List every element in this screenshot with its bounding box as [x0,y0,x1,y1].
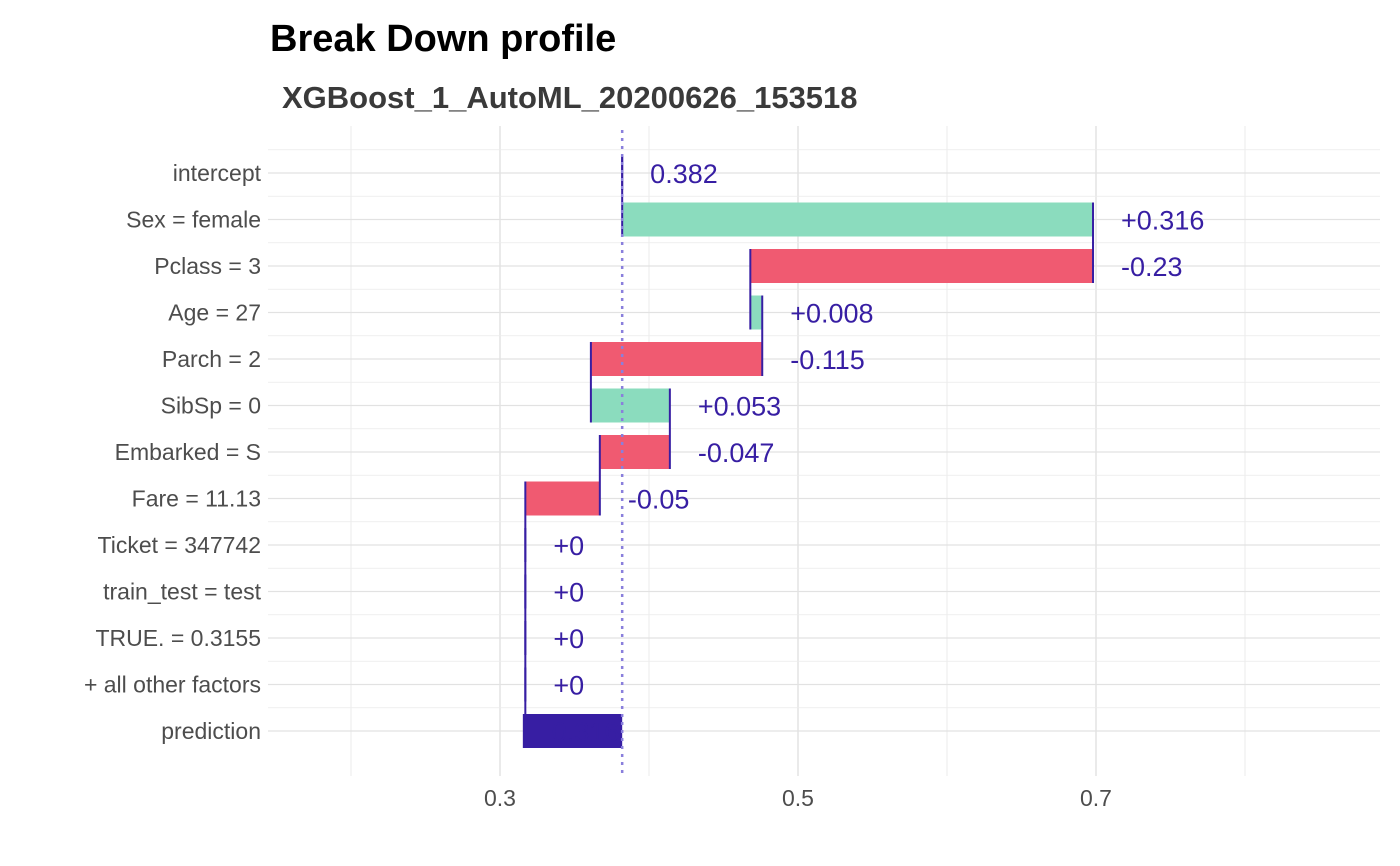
value-label: -0.05 [628,485,690,515]
x-tick-label: 0.5 [782,785,814,811]
y-tick-label: Pclass = 3 [154,253,261,279]
bar-prediction [523,714,623,748]
y-tick-label: Sex = female [126,207,261,233]
y-tick-label: train_test = test [103,579,261,605]
value-label: -0.047 [698,438,775,468]
value-label: -0.23 [1121,252,1183,282]
chart-subtitle: XGBoost_1_AutoML_20200626_153518 [282,80,858,115]
bar-fare-11-13 [525,481,600,516]
value-label: +0 [553,578,584,608]
value-label: +0 [553,531,584,561]
value-label: +0.316 [1121,206,1204,236]
bar-embarked-s [599,435,670,469]
y-tick-label: prediction [161,718,261,744]
y-tick-label: Ticket = 347742 [98,532,261,558]
y-tick-label: SibSp = 0 [161,393,261,419]
y-tick-label: TRUE. = 0.3155 [95,625,261,651]
bar-age-27 [750,295,763,330]
y-tick-label: Parch = 2 [162,346,261,372]
contribution-bars [522,130,1095,776]
value-label: +0 [553,671,584,701]
y-tick-label: Fare = 11.13 [132,486,261,512]
x-tick-label: 0.3 [484,785,516,811]
y-tick-label: Age = 27 [168,300,261,326]
value-label: -0.115 [790,345,865,375]
y-axis-labels: intercept Sex = female Pclass = 3 Age = 27 P… [84,160,262,744]
chart-title: Break Down profile [270,18,617,60]
y-tick-label: intercept [173,160,262,186]
bar-pclass-3 [750,249,1094,283]
y-tick-label: Embarked = S [115,439,261,465]
value-label: +0.053 [698,392,781,422]
bar-parch-2 [590,342,763,376]
bar-sibsp-0 [590,388,670,423]
x-tick-label: 0.7 [1080,785,1112,811]
bar-sex-female [622,202,1094,237]
value-label: +0 [553,624,584,654]
value-labels: 0.382 +0.316 -0.23 +0.008 -0.115 +0.053 -0.047… [552,159,1205,747]
value-label: 0.316 [552,717,620,747]
y-tick-label: + all other factors [84,672,261,698]
x-axis-labels: 0.3 0.5 0.7 [484,785,1112,811]
value-label: +0.008 [790,299,873,329]
value-label: 0.382 [650,159,718,189]
